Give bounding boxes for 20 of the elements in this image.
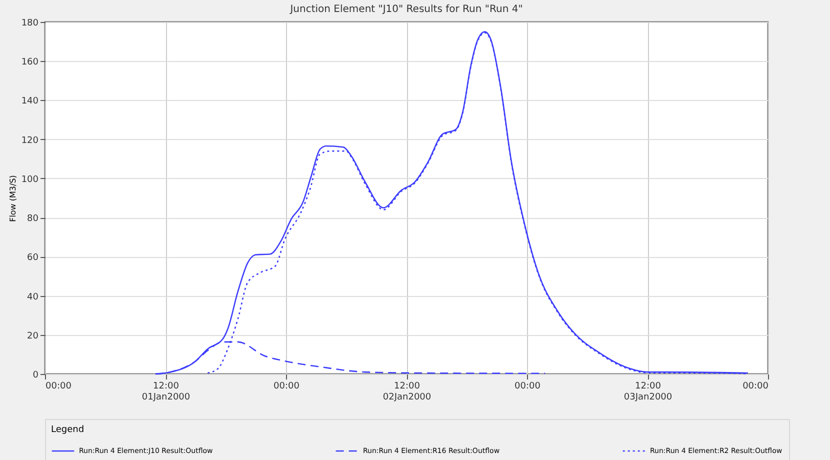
y-tick-label: 80: [27, 214, 39, 224]
y-tick-label: 120: [21, 136, 39, 146]
x-tick-label: 12:00 02Jan2000: [382, 382, 432, 402]
y-tick-label: 160: [21, 58, 39, 68]
x-tick-label: 00:00: [274, 382, 300, 392]
x-tick-label: 00:00: [46, 382, 72, 392]
legend-title: Legend: [51, 425, 84, 435]
y-axis-title: Flow (M3/S): [8, 175, 18, 222]
y-tick-label: 0: [32, 370, 39, 380]
y-tick-label: 60: [27, 253, 39, 264]
x-tick-label: 00:00: [514, 382, 541, 392]
y-tick-label: 180: [21, 18, 39, 28]
x-tick-label: 00:00: [742, 382, 769, 392]
y-tick-label: 100: [21, 174, 39, 185]
x-tick-label: 12:00 03Jan2000: [624, 382, 672, 402]
x-tick-label: 12:00 01Jan2000: [142, 382, 190, 402]
chart-title: Junction Element "J10" Results for Run "Run 4": [289, 4, 523, 15]
y-tick-label: 20: [27, 331, 39, 342]
y-tick-label: 140: [21, 96, 39, 107]
y-tick-label: 40: [27, 292, 39, 302]
